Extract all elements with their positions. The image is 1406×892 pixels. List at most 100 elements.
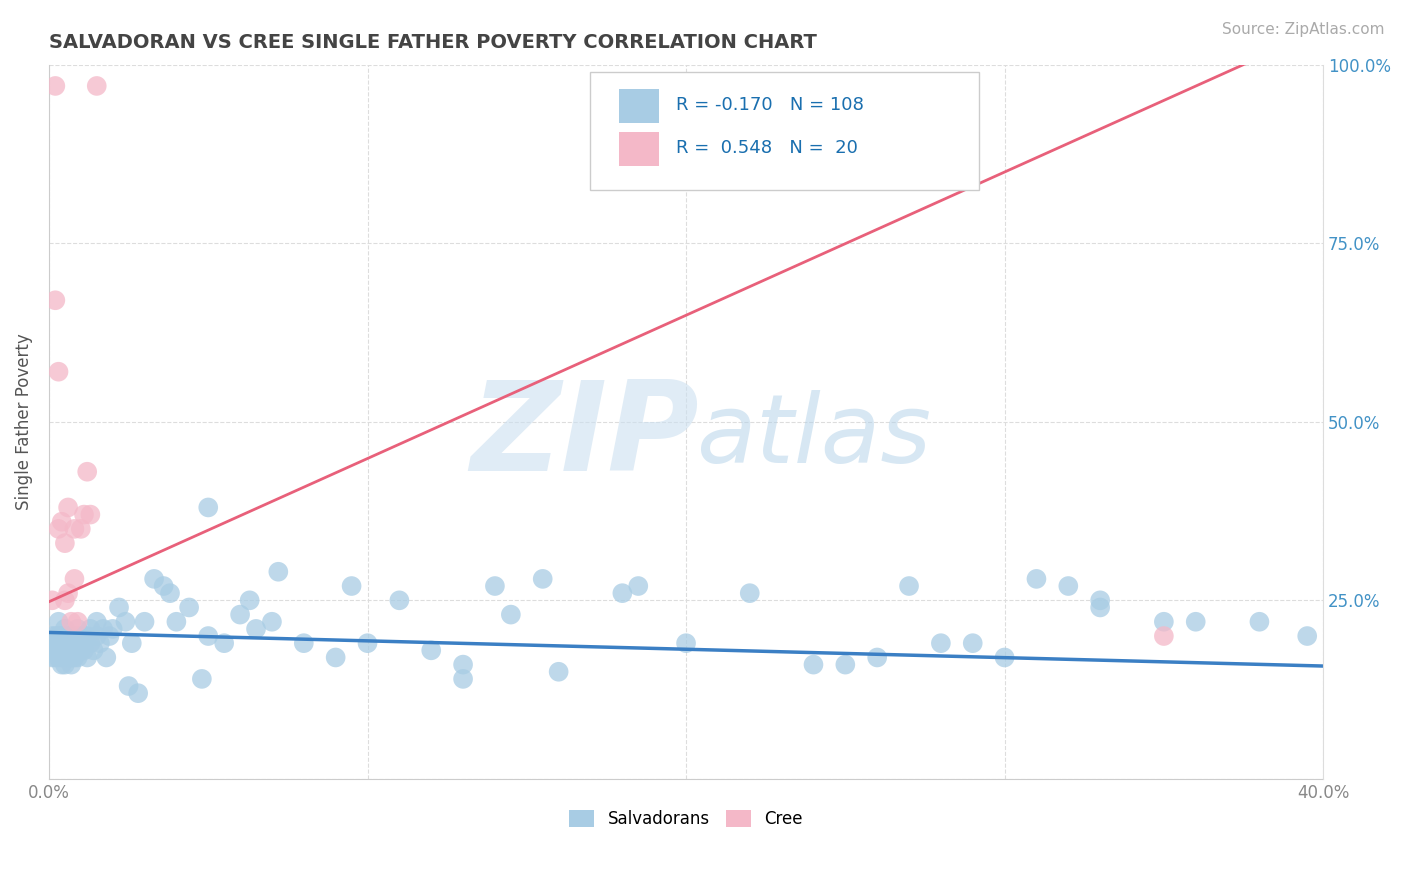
Point (76, 650, 98, 665)
Point (143, 572, 166, 586)
Point (499, 607, 522, 622)
Point (51, 657, 73, 672)
Point (69, 636, 91, 650)
Text: R =  0.548   N =  20: R = 0.548 N = 20 (676, 139, 858, 157)
Point (96, 650, 118, 665)
Point (51, 643, 73, 657)
Point (56, 636, 79, 650)
Point (451, 672, 474, 686)
FancyBboxPatch shape (619, 89, 659, 123)
Point (66, 643, 89, 657)
Point (41, 643, 63, 657)
Point (63, 522, 86, 536)
Point (834, 657, 856, 672)
Point (260, 615, 283, 629)
Point (41, 650, 63, 665)
Point (388, 593, 411, 607)
Point (1088, 593, 1111, 607)
Point (898, 579, 921, 593)
Point (179, 600, 201, 615)
Point (197, 629, 219, 643)
Point (994, 650, 1017, 665)
Point (60, 629, 83, 643)
Point (1153, 629, 1175, 643)
Point (44, 629, 66, 643)
Point (1296, 629, 1319, 643)
Point (91, 622, 114, 636)
Point (56, 650, 79, 665)
Point (121, 636, 143, 650)
Point (866, 650, 889, 665)
Point (53, 650, 76, 665)
Point (484, 579, 506, 593)
Y-axis label: Single Father Poverty: Single Father Poverty (15, 334, 32, 510)
Point (929, 636, 952, 650)
Point (420, 643, 443, 657)
Point (451, 657, 474, 672)
Point (44, 636, 66, 650)
Point (66, 650, 89, 665)
Point (159, 586, 181, 600)
Point (69, 629, 91, 643)
Point (292, 636, 315, 650)
Point (73, 643, 96, 657)
Point (1153, 615, 1175, 629)
Point (627, 579, 650, 593)
Point (56, 643, 79, 657)
Text: SALVADORAN VS CREE SINGLE FATHER POVERTY CORRELATION CHART: SALVADORAN VS CREE SINGLE FATHER POVERTY… (49, 33, 817, 52)
Text: R = -0.170   N = 108: R = -0.170 N = 108 (676, 96, 863, 114)
Point (66, 615, 89, 629)
Point (48, 629, 70, 643)
Point (89, 636, 111, 650)
Point (48, 522, 70, 536)
Point (69, 643, 91, 657)
Point (48, 650, 70, 665)
Point (1088, 600, 1111, 615)
Point (86, 78, 108, 93)
Point (44, 78, 66, 93)
Point (51, 636, 73, 650)
Text: ZIP: ZIP (470, 376, 699, 497)
Point (79, 508, 101, 522)
Point (63, 629, 86, 643)
Point (356, 636, 378, 650)
Point (98, 629, 121, 643)
Point (79, 636, 101, 650)
Point (56, 629, 79, 643)
Point (53, 536, 76, 550)
Point (83, 643, 105, 657)
Point (612, 586, 634, 600)
Point (60, 657, 83, 672)
Text: Source: ZipAtlas.com: Source: ZipAtlas.com (1222, 22, 1385, 37)
Point (48, 365, 70, 379)
Point (675, 636, 697, 650)
Point (60, 636, 83, 650)
Point (44, 650, 66, 665)
Point (53, 643, 76, 657)
Point (191, 672, 214, 686)
Point (76, 629, 98, 643)
Point (48, 615, 70, 629)
Point (239, 593, 262, 607)
Point (267, 565, 290, 579)
Point (66, 636, 89, 650)
Point (51, 515, 73, 529)
Point (79, 622, 101, 636)
Point (53, 622, 76, 636)
Point (60, 643, 83, 657)
Point (73, 629, 96, 643)
Point (44, 293, 66, 308)
Point (60, 650, 83, 665)
Point (41, 629, 63, 643)
Point (117, 679, 139, 693)
Point (134, 615, 156, 629)
Point (101, 622, 124, 636)
Point (76, 465, 98, 479)
Point (325, 650, 347, 665)
Point (127, 686, 149, 700)
Point (1025, 572, 1047, 586)
Point (197, 500, 219, 515)
Point (63, 643, 86, 657)
Point (738, 586, 761, 600)
Point (531, 572, 554, 586)
